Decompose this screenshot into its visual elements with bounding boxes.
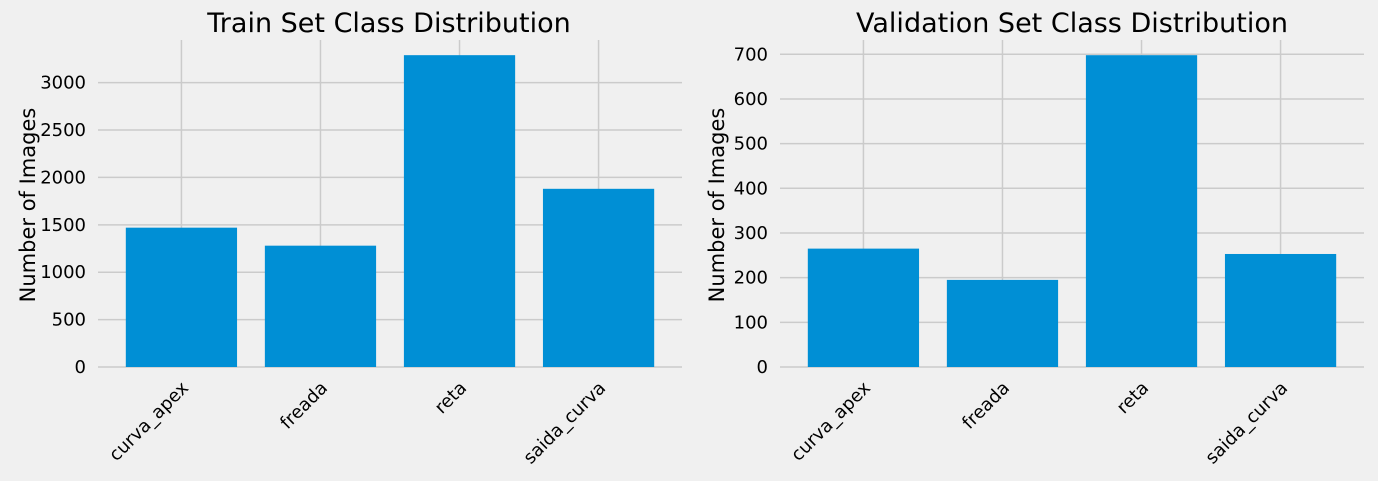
validation-y-tick-label: 0	[757, 357, 768, 378]
validation-bar-curva_apex	[807, 248, 920, 367]
validation-x-tick-label: saida_curva	[1201, 378, 1292, 469]
train-x-tick-label: reta	[431, 378, 471, 418]
train-y-tick-label: 500	[52, 310, 86, 331]
validation-x-tick-label: curva_apex	[787, 377, 875, 465]
train-bar-reta	[403, 55, 516, 367]
validation-x-tick-label: reta	[1113, 378, 1153, 418]
validation-y-tick-label: 200	[734, 268, 768, 289]
train-x-tick-label: freada	[276, 378, 332, 434]
train-x-tick-label: curva_apex	[105, 377, 193, 465]
train-y-tick-label: 2500	[40, 120, 86, 141]
validation-y-tick-label: 500	[734, 134, 768, 155]
train-bar-curva_apex	[125, 227, 238, 367]
train-y-tick-label: 3000	[40, 73, 86, 94]
train-y-tick-label: 1000	[40, 262, 86, 283]
validation-y-tick-label: 600	[734, 89, 768, 110]
train-y-tick-label: 2000	[40, 167, 86, 188]
validation-bar-reta	[1085, 55, 1198, 367]
validation-chart-title: Validation Set Class Distribution	[856, 8, 1288, 39]
train-bar-freada	[264, 245, 377, 367]
validation-bar-freada	[946, 279, 1059, 367]
train-chart: Train Set Class Distribution Number of I…	[16, 8, 682, 468]
train-y-axis-label: Number of Images	[16, 108, 40, 303]
validation-y-tick-label: 100	[734, 312, 768, 333]
validation-x-tick-label: freada	[958, 378, 1014, 434]
validation-bar-saida_curva	[1224, 253, 1337, 367]
validation-y-axis-label: Number of Images	[705, 108, 729, 303]
validation-y-tick-label: 700	[734, 44, 768, 65]
validation-y-tick-label: 400	[734, 178, 768, 199]
validation-y-tick-label: 300	[734, 223, 768, 244]
train-y-tick-label: 0	[75, 357, 86, 378]
train-y-tick-label: 1500	[40, 215, 86, 236]
train-x-tick-label: saida_curva	[519, 378, 610, 469]
train-chart-title: Train Set Class Distribution	[206, 8, 570, 39]
validation-chart: Validation Set Class Distribution Number…	[705, 8, 1364, 468]
train-bar-saida_curva	[542, 188, 655, 367]
